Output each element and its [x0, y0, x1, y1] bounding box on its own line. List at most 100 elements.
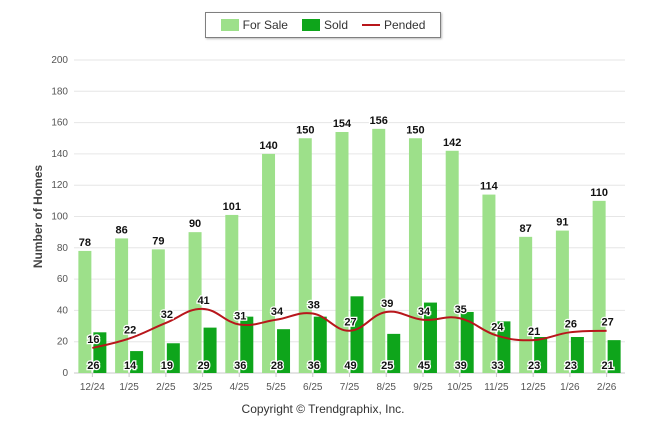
bar-sold [460, 311, 474, 373]
legend-line-pended [362, 24, 380, 26]
label-for-sale: 86 [115, 224, 127, 236]
label-pended: 31 [234, 310, 246, 322]
label-sold: 49 [344, 360, 356, 372]
bar-for-sale [78, 250, 92, 373]
x-tick-label: 4/25 [230, 382, 250, 393]
x-tick-label: 2/25 [156, 382, 176, 393]
label-sold: 26 [87, 360, 99, 372]
y-tick-label: 100 [51, 212, 68, 223]
label-sold: 45 [418, 360, 430, 372]
label-sold: 14 [124, 360, 137, 372]
label-pended: 34 [418, 306, 431, 318]
label-pended: 32 [161, 309, 173, 321]
label-for-sale: 79 [152, 235, 164, 247]
label-sold: 21 [602, 360, 614, 372]
label-for-sale: 110 [590, 187, 608, 199]
bar-sold [313, 316, 327, 373]
bar-sold [277, 329, 291, 373]
bar-for-sale [225, 214, 239, 373]
label-for-sale: 91 [556, 217, 568, 229]
legend-label-pended: Pended [384, 18, 426, 32]
label-sold: 36 [234, 360, 246, 372]
label-sold: 23 [528, 360, 540, 372]
bar-for-sale [298, 138, 312, 373]
y-tick-label: 0 [62, 368, 68, 379]
bar-sold [240, 316, 254, 373]
label-for-sale: 114 [480, 181, 499, 193]
y-axis-title: Number of Homes [31, 165, 45, 269]
label-pended: 38 [308, 300, 320, 312]
label-pended: 27 [602, 317, 614, 329]
legend-swatch-for-sale [220, 19, 239, 31]
label-pended: 27 [344, 317, 356, 329]
legend-item-for-sale[interactable]: For Sale [220, 18, 288, 32]
label-for-sale: 90 [189, 218, 201, 230]
y-tick-label: 60 [57, 274, 69, 285]
label-sold: 23 [565, 360, 577, 372]
copyright: Copyright © Trendgraphix, Inc. [241, 402, 405, 416]
bar-for-sale [555, 230, 569, 373]
label-for-sale: 150 [406, 124, 424, 136]
label-pended: 35 [455, 304, 467, 316]
label-pended: 16 [87, 334, 99, 346]
x-tick-label: 3/25 [193, 382, 213, 393]
label-pended: 39 [381, 298, 393, 310]
x-tick-label: 9/25 [413, 382, 433, 393]
x-tick-label: 11/25 [484, 382, 509, 393]
x-tick-label: 10/25 [447, 382, 472, 393]
bar-for-sale [408, 138, 422, 373]
bar-sold [166, 343, 180, 373]
y-tick-label: 40 [57, 305, 69, 316]
bar-for-sale [592, 200, 606, 373]
legend-label-for-sale: For Sale [242, 18, 288, 32]
bar-for-sale [519, 236, 533, 373]
label-sold: 39 [455, 360, 467, 372]
label-for-sale: 78 [79, 237, 91, 249]
x-tick-label: 2/26 [597, 382, 617, 393]
bar-sold [570, 337, 584, 373]
label-pended: 34 [271, 306, 284, 318]
bar-for-sale [115, 238, 129, 373]
label-pended: 41 [197, 295, 209, 307]
bar-sold [387, 333, 401, 373]
label-pended: 26 [565, 318, 577, 330]
bar-sold [607, 340, 621, 373]
x-tick-label: 1/25 [119, 382, 139, 393]
y-tick-label: 160 [51, 118, 68, 129]
line-pended [92, 307, 607, 349]
label-for-sale: 150 [296, 124, 314, 136]
legend-item-pended[interactable]: Pended [362, 18, 425, 32]
x-tick-label: 6/25 [303, 382, 323, 393]
legend-label-sold: Sold [323, 18, 348, 32]
label-for-sale: 156 [370, 115, 388, 127]
label-sold: 19 [161, 360, 173, 372]
legend-item-sold[interactable]: Sold [301, 18, 348, 32]
label-pended: 22 [124, 325, 136, 337]
bar-sold [130, 351, 144, 373]
label-for-sale: 101 [223, 201, 241, 213]
x-tick-label: 12/25 [521, 382, 546, 393]
label-for-sale: 154 [333, 118, 352, 130]
label-for-sale: 142 [443, 137, 461, 149]
label-for-sale: 87 [520, 223, 532, 235]
label-sold: 36 [308, 360, 320, 372]
label-sold: 28 [271, 360, 283, 372]
bar-sold [93, 332, 107, 373]
label-pended: 24 [491, 321, 504, 333]
bar-for-sale [151, 249, 165, 373]
x-tick-label: 12/24 [80, 382, 105, 393]
x-tick-label: 7/25 [340, 382, 360, 393]
y-tick-label: 80 [57, 243, 69, 254]
bar-for-sale [335, 131, 349, 373]
y-tick-label: 200 [51, 55, 68, 66]
bar-for-sale [188, 232, 202, 373]
x-tick-label: 8/25 [376, 382, 396, 393]
label-sold: 25 [381, 360, 393, 372]
bar-for-sale [262, 153, 276, 373]
bar-sold [497, 321, 511, 373]
bar-for-sale [372, 128, 386, 373]
bar-for-sale [482, 194, 496, 373]
legend: For Sale Sold Pended [205, 12, 441, 38]
label-sold: 29 [197, 360, 209, 372]
